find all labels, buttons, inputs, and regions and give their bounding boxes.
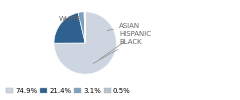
Wedge shape	[84, 12, 85, 43]
Legend: 74.9%, 21.4%, 3.1%, 0.5%: 74.9%, 21.4%, 3.1%, 0.5%	[3, 85, 133, 96]
Wedge shape	[54, 12, 116, 74]
Text: HISPANIC: HISPANIC	[99, 31, 151, 60]
Wedge shape	[78, 12, 85, 43]
Text: BLACK: BLACK	[93, 39, 142, 64]
Text: ASIAN: ASIAN	[107, 23, 140, 31]
Wedge shape	[54, 13, 85, 43]
Text: WHITE: WHITE	[59, 13, 81, 22]
